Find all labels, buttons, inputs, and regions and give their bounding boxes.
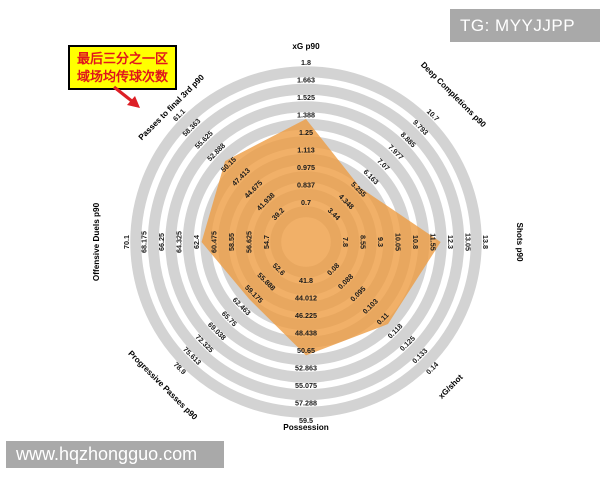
website-watermark: www.hqzhongguo.com xyxy=(6,441,224,468)
tick-label: 9.3 xyxy=(376,237,385,247)
tick-label: 1.113 xyxy=(297,145,315,154)
tick-label: 64.325 xyxy=(174,231,183,253)
tick-label: 1.8 xyxy=(301,58,311,67)
annotation-arrow-icon xyxy=(113,85,140,108)
tick-label: 55.075 xyxy=(295,381,317,390)
tick-label: 56.625 xyxy=(244,231,253,253)
tick-label: 68.175 xyxy=(139,231,148,253)
tick-label: 50.65 xyxy=(297,346,315,355)
tick-label: 11.55 xyxy=(429,233,438,251)
axis-title: Shots p90 xyxy=(515,222,524,262)
axis-title: xG/shot xyxy=(437,373,465,401)
tick-label: 1.525 xyxy=(297,93,315,102)
tick-label: 52.863 xyxy=(295,363,317,372)
annotation-box: 最后三分之一区 域场均传球次数 xyxy=(68,45,178,91)
tick-label: 60.475 xyxy=(209,231,218,253)
tick-label: 8.55 xyxy=(359,235,368,249)
tick-label: 58.55 xyxy=(227,233,236,251)
tick-label: 10.8 xyxy=(411,235,420,249)
tick-label: 48.438 xyxy=(295,328,317,337)
tick-label: 13.05 xyxy=(464,233,473,251)
tick-label: 66.25 xyxy=(157,233,166,251)
tick-label: 1.25 xyxy=(299,128,313,137)
radar-ring xyxy=(130,66,482,418)
tick-label: 44.012 xyxy=(295,293,317,302)
tick-label: 59.5 xyxy=(299,416,313,425)
tick-label: 7.8 xyxy=(341,237,350,247)
axis-title: Offensive Duels p90 xyxy=(92,202,101,281)
tick-label: 46.225 xyxy=(295,311,317,320)
tick-label: 13.8 xyxy=(481,235,490,249)
tick-label: 0.975 xyxy=(297,163,315,172)
tick-label: 1.388 xyxy=(297,110,315,119)
annotation-line1: 最后三分之一区 xyxy=(77,51,169,66)
tick-label: 41.8 xyxy=(299,276,313,285)
tick-label: 12.3 xyxy=(446,235,455,249)
tick-label: 54.7 xyxy=(262,235,271,249)
tick-label: 0.837 xyxy=(297,180,315,189)
radar-ring xyxy=(165,101,447,383)
axis-title: xG p90 xyxy=(292,42,320,51)
radar-ring xyxy=(147,83,465,401)
tick-label: 62.4 xyxy=(192,235,201,249)
tick-label: 57.288 xyxy=(295,398,317,407)
tick-label: 70.1 xyxy=(122,235,131,249)
tick-label: 1.663 xyxy=(297,75,315,84)
telegram-watermark: TG: MYYJJPP xyxy=(450,9,600,42)
annotation-line2: 域场均传球次数 xyxy=(77,68,169,84)
tick-label: 10.05 xyxy=(394,233,403,251)
tick-label: 0.7 xyxy=(301,198,311,207)
axis-title: Possession xyxy=(283,423,329,432)
player-value-polygon xyxy=(201,119,441,356)
